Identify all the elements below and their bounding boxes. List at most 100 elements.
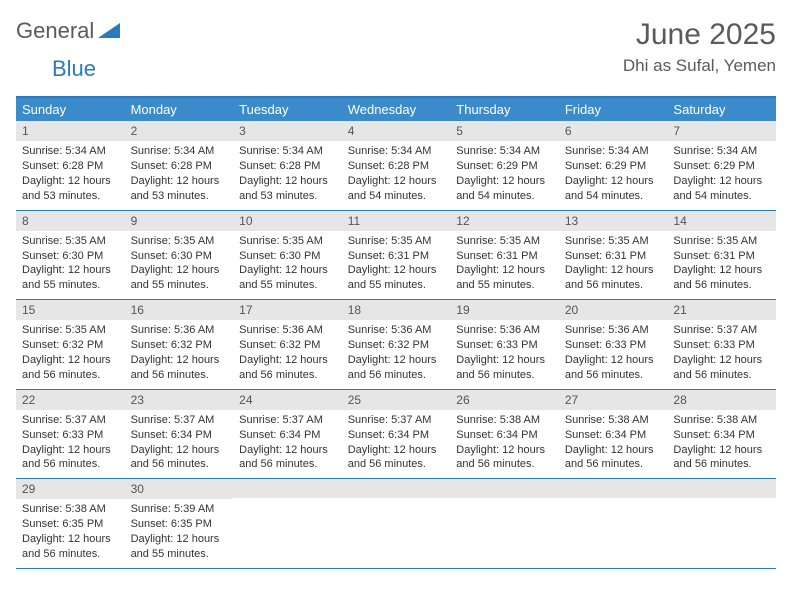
day-cell: 11Sunrise: 5:35 AMSunset: 6:31 PMDayligh… [342, 211, 451, 300]
sunset-line: Sunset: 6:34 PM [239, 428, 336, 443]
day-body: Sunrise: 5:35 AMSunset: 6:31 PMDaylight:… [342, 231, 451, 299]
weekday-wednesday: Wednesday [342, 98, 451, 121]
sunrise-line: Sunrise: 5:35 AM [22, 234, 119, 249]
day-body: Sunrise: 5:35 AMSunset: 6:32 PMDaylight:… [16, 320, 125, 388]
day-body: Sunrise: 5:37 AMSunset: 6:34 PMDaylight:… [342, 410, 451, 478]
sunrise-line: Sunrise: 5:35 AM [348, 234, 445, 249]
sunset-line: Sunset: 6:31 PM [673, 249, 770, 264]
sunrise-line: Sunrise: 5:39 AM [131, 502, 228, 517]
day-body: Sunrise: 5:35 AMSunset: 6:30 PMDaylight:… [125, 231, 234, 299]
day-number: 27 [559, 390, 668, 410]
sunrise-line: Sunrise: 5:37 AM [22, 413, 119, 428]
day-number: 1 [16, 121, 125, 141]
sunrise-line: Sunrise: 5:34 AM [673, 144, 770, 159]
daylight-line: Daylight: 12 hours and 56 minutes. [565, 443, 662, 473]
daylight-line: Daylight: 12 hours and 55 minutes. [239, 263, 336, 293]
day-cell: 13Sunrise: 5:35 AMSunset: 6:31 PMDayligh… [559, 211, 668, 300]
sunrise-line: Sunrise: 5:38 AM [456, 413, 553, 428]
sunrise-line: Sunrise: 5:34 AM [456, 144, 553, 159]
daylight-line: Daylight: 12 hours and 56 minutes. [565, 263, 662, 293]
daylight-line: Daylight: 12 hours and 55 minutes. [22, 263, 119, 293]
daylight-line: Daylight: 12 hours and 53 minutes. [239, 174, 336, 204]
sunrise-line: Sunrise: 5:37 AM [131, 413, 228, 428]
weekday-sunday: Sunday [16, 98, 125, 121]
sunrise-line: Sunrise: 5:36 AM [239, 323, 336, 338]
empty-cell [450, 479, 559, 568]
week-row: 22Sunrise: 5:37 AMSunset: 6:33 PMDayligh… [16, 390, 776, 480]
day-body: Sunrise: 5:35 AMSunset: 6:30 PMDaylight:… [16, 231, 125, 299]
day-cell: 26Sunrise: 5:38 AMSunset: 6:34 PMDayligh… [450, 390, 559, 479]
sunset-line: Sunset: 6:28 PM [131, 159, 228, 174]
day-cell: 24Sunrise: 5:37 AMSunset: 6:34 PMDayligh… [233, 390, 342, 479]
sunrise-line: Sunrise: 5:35 AM [565, 234, 662, 249]
day-body: Sunrise: 5:34 AMSunset: 6:28 PMDaylight:… [342, 141, 451, 209]
empty-cell [667, 479, 776, 568]
empty-cell [342, 479, 451, 568]
daylight-line: Daylight: 12 hours and 55 minutes. [131, 263, 228, 293]
calendar: SundayMondayTuesdayWednesdayThursdayFrid… [16, 96, 776, 569]
sunset-line: Sunset: 6:28 PM [348, 159, 445, 174]
day-number: 20 [559, 300, 668, 320]
sunset-line: Sunset: 6:28 PM [22, 159, 119, 174]
day-body: Sunrise: 5:34 AMSunset: 6:28 PMDaylight:… [233, 141, 342, 209]
day-number: 23 [125, 390, 234, 410]
daylight-line: Daylight: 12 hours and 56 minutes. [565, 353, 662, 383]
sunset-line: Sunset: 6:29 PM [565, 159, 662, 174]
daylight-line: Daylight: 12 hours and 55 minutes. [348, 263, 445, 293]
week-row: 1Sunrise: 5:34 AMSunset: 6:28 PMDaylight… [16, 121, 776, 211]
sunset-line: Sunset: 6:35 PM [22, 517, 119, 532]
day-number: 3 [233, 121, 342, 141]
weekday-friday: Friday [559, 98, 668, 121]
day-body: Sunrise: 5:37 AMSunset: 6:33 PMDaylight:… [16, 410, 125, 478]
sunset-line: Sunset: 6:33 PM [673, 338, 770, 353]
sunset-line: Sunset: 6:31 PM [348, 249, 445, 264]
day-body: Sunrise: 5:36 AMSunset: 6:33 PMDaylight:… [559, 320, 668, 388]
week-row: 29Sunrise: 5:38 AMSunset: 6:35 PMDayligh… [16, 479, 776, 569]
day-body: Sunrise: 5:38 AMSunset: 6:34 PMDaylight:… [450, 410, 559, 478]
day-number: 18 [342, 300, 451, 320]
day-body: Sunrise: 5:38 AMSunset: 6:35 PMDaylight:… [16, 499, 125, 567]
sunrise-line: Sunrise: 5:37 AM [673, 323, 770, 338]
empty-cell [559, 479, 668, 568]
day-body: Sunrise: 5:36 AMSunset: 6:33 PMDaylight:… [450, 320, 559, 388]
day-number: 5 [450, 121, 559, 141]
weekday-monday: Monday [125, 98, 234, 121]
day-cell: 4Sunrise: 5:34 AMSunset: 6:28 PMDaylight… [342, 121, 451, 210]
sunset-line: Sunset: 6:29 PM [673, 159, 770, 174]
sunset-line: Sunset: 6:34 PM [348, 428, 445, 443]
day-number: 21 [667, 300, 776, 320]
daylight-line: Daylight: 12 hours and 56 minutes. [673, 263, 770, 293]
sunset-line: Sunset: 6:34 PM [456, 428, 553, 443]
empty-cell [233, 479, 342, 568]
day-cell: 6Sunrise: 5:34 AMSunset: 6:29 PMDaylight… [559, 121, 668, 210]
day-number: 11 [342, 211, 451, 231]
day-number: 7 [667, 121, 776, 141]
day-number: 9 [125, 211, 234, 231]
day-number [342, 479, 451, 498]
day-number: 29 [16, 479, 125, 499]
day-cell: 19Sunrise: 5:36 AMSunset: 6:33 PMDayligh… [450, 300, 559, 389]
sunrise-line: Sunrise: 5:38 AM [673, 413, 770, 428]
day-body: Sunrise: 5:34 AMSunset: 6:28 PMDaylight:… [125, 141, 234, 209]
month-title: June 2025 [623, 18, 776, 52]
day-body: Sunrise: 5:35 AMSunset: 6:31 PMDaylight:… [559, 231, 668, 299]
day-number: 26 [450, 390, 559, 410]
day-body: Sunrise: 5:36 AMSunset: 6:32 PMDaylight:… [125, 320, 234, 388]
logo-word2: Blue [52, 56, 96, 81]
daylight-line: Daylight: 12 hours and 56 minutes. [673, 443, 770, 473]
daylight-line: Daylight: 12 hours and 54 minutes. [456, 174, 553, 204]
day-cell: 2Sunrise: 5:34 AMSunset: 6:28 PMDaylight… [125, 121, 234, 210]
sunrise-line: Sunrise: 5:36 AM [348, 323, 445, 338]
day-cell: 9Sunrise: 5:35 AMSunset: 6:30 PMDaylight… [125, 211, 234, 300]
day-number: 10 [233, 211, 342, 231]
day-body: Sunrise: 5:35 AMSunset: 6:30 PMDaylight:… [233, 231, 342, 299]
day-number: 19 [450, 300, 559, 320]
day-cell: 16Sunrise: 5:36 AMSunset: 6:32 PMDayligh… [125, 300, 234, 389]
sunset-line: Sunset: 6:29 PM [456, 159, 553, 174]
sunset-line: Sunset: 6:31 PM [565, 249, 662, 264]
day-body: Sunrise: 5:37 AMSunset: 6:34 PMDaylight:… [233, 410, 342, 478]
sunrise-line: Sunrise: 5:35 AM [239, 234, 336, 249]
daylight-line: Daylight: 12 hours and 56 minutes. [348, 443, 445, 473]
daylight-line: Daylight: 12 hours and 55 minutes. [456, 263, 553, 293]
sunrise-line: Sunrise: 5:36 AM [456, 323, 553, 338]
